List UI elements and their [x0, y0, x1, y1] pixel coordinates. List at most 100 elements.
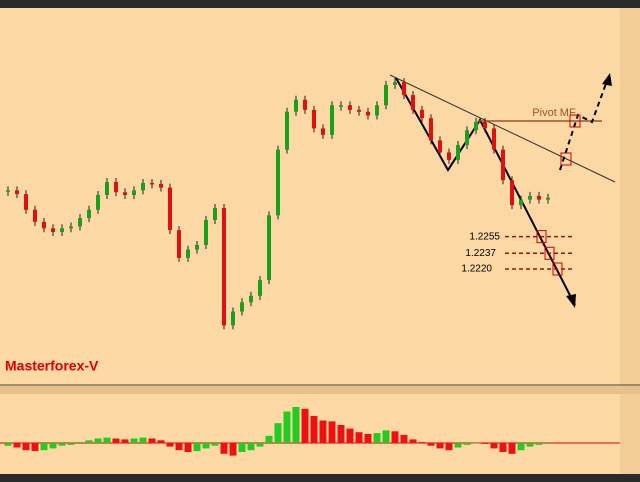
histogram-bar [346, 428, 354, 443]
candle [348, 105, 352, 110]
histogram-bar [400, 434, 408, 443]
histogram-bar [229, 443, 237, 456]
candle [132, 190, 136, 195]
candle [150, 182, 154, 185]
candle [375, 105, 379, 116]
candle [357, 109, 361, 112]
candle [510, 180, 514, 206]
histogram-bar [22, 443, 30, 451]
histogram-bar [526, 443, 534, 447]
candle [231, 311, 235, 326]
candle [537, 195, 541, 200]
histogram-bar [301, 408, 309, 443]
candle [123, 192, 127, 195]
level-label: 1.2237 [465, 248, 496, 259]
histogram-bar [256, 443, 264, 447]
candle [501, 149, 505, 181]
histogram-bar [166, 443, 174, 447]
candle [249, 295, 253, 303]
candle [330, 105, 334, 135]
histogram-bar [310, 416, 318, 443]
histogram-bar [409, 439, 417, 443]
histogram-bar [319, 420, 327, 443]
candle [438, 140, 442, 153]
histogram-bar [382, 430, 390, 443]
candle [204, 219, 208, 245]
watermark: Masterforex-V [5, 358, 99, 374]
histogram-bar [418, 442, 426, 443]
wave-path [395, 77, 576, 306]
histogram-bar [391, 431, 399, 443]
candle [294, 99, 298, 112]
candle [15, 190, 19, 195]
candle [465, 130, 469, 146]
candle [168, 187, 172, 231]
annotation: Pivot MF [532, 107, 576, 119]
candle [447, 152, 451, 160]
histogram-bar [481, 443, 489, 444]
candle [420, 109, 424, 119]
candle [429, 118, 433, 141]
candle [339, 105, 343, 107]
histogram-bar [274, 423, 282, 443]
histogram-bar [454, 443, 462, 448]
candle [69, 226, 73, 229]
candle [6, 190, 10, 192]
candle [24, 194, 28, 210]
histogram-bar [364, 434, 372, 443]
candle [366, 111, 370, 116]
candle [267, 215, 271, 281]
histogram-bar [202, 443, 210, 449]
marker-box [569, 114, 581, 128]
histogram-bar [148, 438, 156, 443]
candle [87, 209, 91, 219]
histogram-bar [355, 432, 363, 443]
marker-box [544, 246, 555, 260]
histogram-bar [373, 433, 381, 443]
histogram-bar [265, 435, 273, 443]
histogram-bar [184, 443, 192, 452]
candle [222, 207, 226, 326]
marker-box [552, 262, 563, 276]
histogram-bar [130, 438, 138, 443]
histogram-bar [544, 443, 552, 444]
candle [528, 195, 532, 200]
histogram-bar [472, 443, 480, 444]
histogram-bar [193, 443, 201, 452]
histogram-bar [517, 443, 525, 451]
histogram-bar [157, 440, 165, 443]
candle [492, 128, 496, 150]
marker-box [536, 230, 547, 244]
candle [321, 128, 325, 135]
histogram-bar [508, 443, 516, 454]
histogram-bar [292, 407, 300, 443]
histogram-bar [49, 443, 57, 449]
candle [384, 84, 388, 106]
histogram-bar [535, 443, 543, 445]
arrow-head [566, 294, 576, 308]
candle [141, 182, 145, 191]
candle [213, 207, 217, 220]
histogram-bar [76, 442, 84, 443]
candle [240, 302, 244, 312]
candle [51, 228, 55, 232]
candle [456, 145, 460, 160]
candle [546, 197, 550, 200]
histogram-bar [436, 443, 444, 449]
candle [402, 82, 406, 96]
histogram-bar [220, 443, 228, 454]
candle [258, 280, 262, 296]
histogram-bar [427, 443, 435, 446]
histogram-bar [40, 443, 48, 451]
candle [159, 183, 163, 188]
candle [312, 109, 316, 129]
histogram-bar [13, 443, 21, 448]
level-label: 1.2255 [469, 231, 500, 242]
histogram-bar [337, 425, 345, 443]
histogram-bar [238, 443, 246, 452]
histogram-bar [58, 443, 66, 446]
histogram-bar [121, 439, 129, 443]
candle [33, 209, 37, 222]
